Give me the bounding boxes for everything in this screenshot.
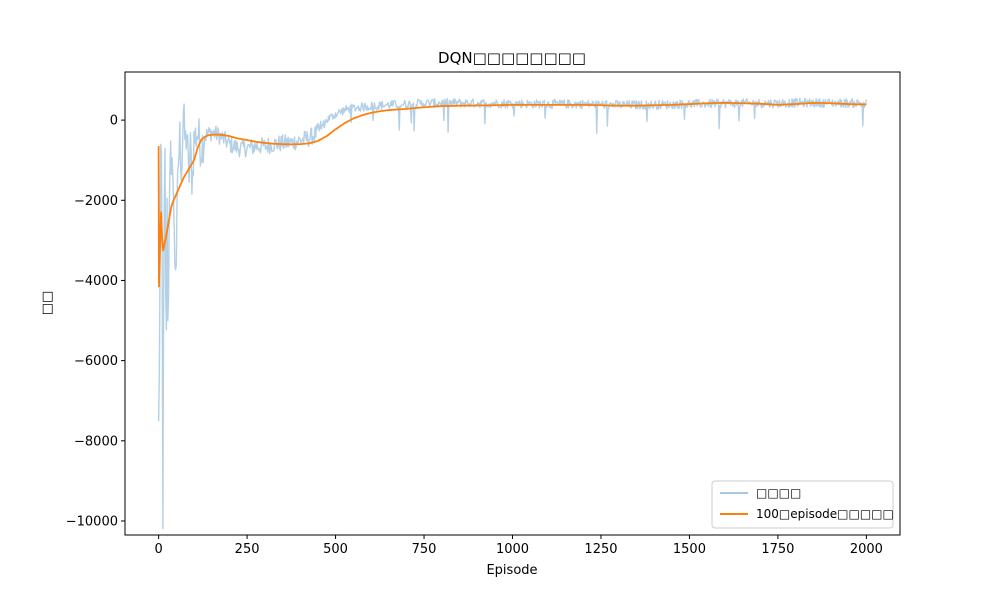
- x-tick-label: 1000: [496, 542, 529, 557]
- y-axis: −10000 −8000 −6000 −4000 −2000 0: [66, 114, 125, 529]
- x-tick-label: 250: [235, 542, 260, 557]
- series-layer: [157, 97, 868, 530]
- legend-frame: [711, 480, 894, 529]
- y-tick-label: 0: [110, 114, 118, 129]
- x-tick-label: 1500: [673, 542, 706, 557]
- x-tick-label: 500: [323, 542, 348, 557]
- legend-label-raw: □□□□: [756, 486, 801, 500]
- legend-label-moving-average: 100□episode□□□□□: [756, 507, 894, 521]
- y-tick-label: −2000: [74, 194, 118, 209]
- y-tick-label: −8000: [74, 434, 118, 449]
- y-axis-label: □□: [40, 291, 55, 316]
- y-tick-label: −6000: [74, 354, 118, 369]
- y-tick-label: −10000: [66, 514, 118, 529]
- chart-title: DQN□□□□□□□□: [438, 49, 586, 67]
- legend: □□□□ 100□episode□□□□□: [711, 480, 894, 529]
- x-tick-label: 2000: [850, 542, 883, 557]
- x-tick-label: 1750: [761, 542, 794, 557]
- series-line-moving-average: [157, 101, 867, 288]
- y-tick-label: −4000: [74, 274, 118, 289]
- x-axis: 0 250 500 750 1000 1250 1500 1750 2000: [154, 535, 883, 557]
- x-tick-label: 750: [412, 542, 437, 557]
- x-axis-label: Episode: [486, 563, 537, 578]
- x-tick-label: 0: [154, 542, 162, 557]
- x-tick-label: 1250: [584, 542, 617, 557]
